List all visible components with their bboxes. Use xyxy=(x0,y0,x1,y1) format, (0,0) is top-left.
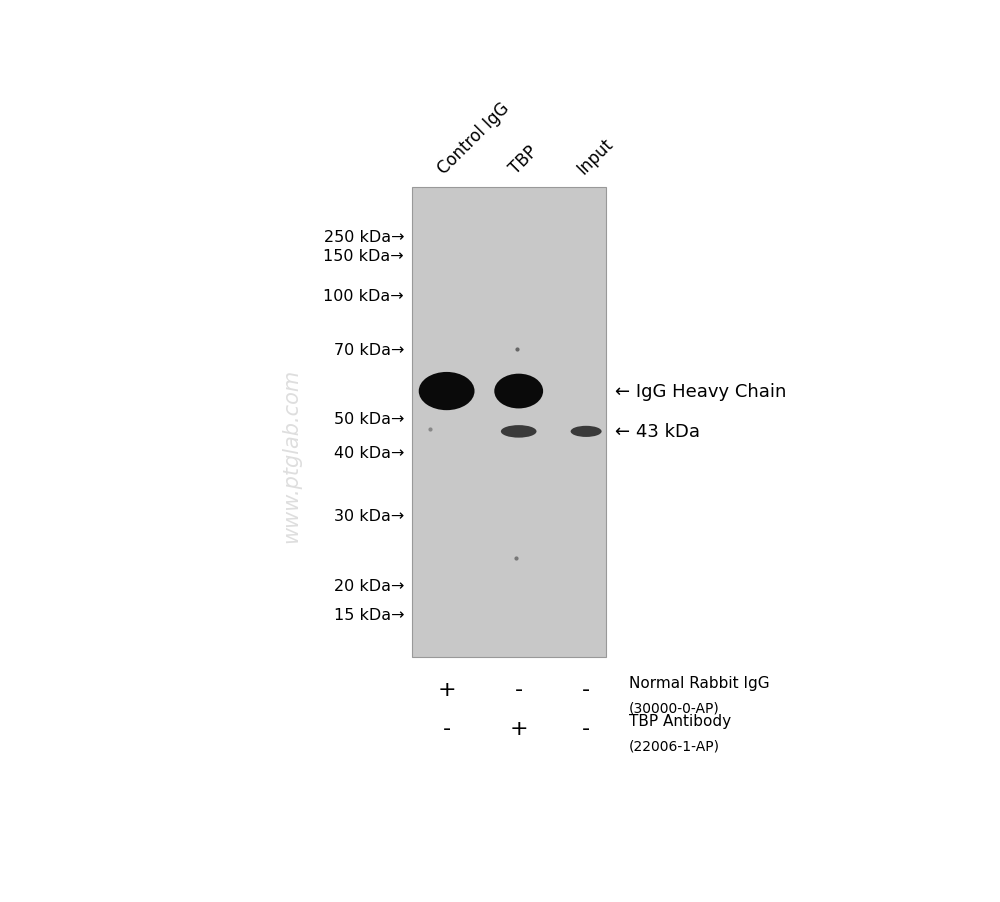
Text: 70 kDa→: 70 kDa→ xyxy=(334,343,404,357)
Text: -: - xyxy=(443,719,451,739)
Ellipse shape xyxy=(494,374,543,409)
Text: 30 kDa→: 30 kDa→ xyxy=(334,509,404,523)
Text: TBP Antibody: TBP Antibody xyxy=(629,713,731,728)
Text: ← IgG Heavy Chain: ← IgG Heavy Chain xyxy=(615,382,786,400)
Text: 150 kDa→: 150 kDa→ xyxy=(323,249,404,263)
Text: Normal Rabbit IgG: Normal Rabbit IgG xyxy=(629,675,769,690)
Text: (22006-1-AP): (22006-1-AP) xyxy=(629,739,720,753)
Ellipse shape xyxy=(571,427,602,437)
Text: Input: Input xyxy=(573,134,616,178)
Text: Control IgG: Control IgG xyxy=(434,99,513,178)
Text: 20 kDa→: 20 kDa→ xyxy=(334,578,404,594)
Text: 100 kDa→: 100 kDa→ xyxy=(323,289,404,303)
Text: www.ptglab.com: www.ptglab.com xyxy=(282,369,302,542)
Text: ← 43 kDa: ← 43 kDa xyxy=(615,423,700,441)
Text: 40 kDa→: 40 kDa→ xyxy=(334,446,404,460)
Ellipse shape xyxy=(501,426,537,438)
Text: 15 kDa→: 15 kDa→ xyxy=(334,608,404,622)
Text: +: + xyxy=(509,719,528,739)
Text: TBP: TBP xyxy=(506,143,541,178)
Ellipse shape xyxy=(419,373,475,410)
Text: -: - xyxy=(582,679,590,699)
Text: 50 kDa→: 50 kDa→ xyxy=(334,412,404,427)
Text: -: - xyxy=(582,719,590,739)
Text: (30000-0-AP): (30000-0-AP) xyxy=(629,701,720,714)
Text: -: - xyxy=(515,679,523,699)
Bar xyxy=(412,189,606,657)
Text: 250 kDa→: 250 kDa→ xyxy=(324,230,404,245)
Text: +: + xyxy=(437,679,456,699)
